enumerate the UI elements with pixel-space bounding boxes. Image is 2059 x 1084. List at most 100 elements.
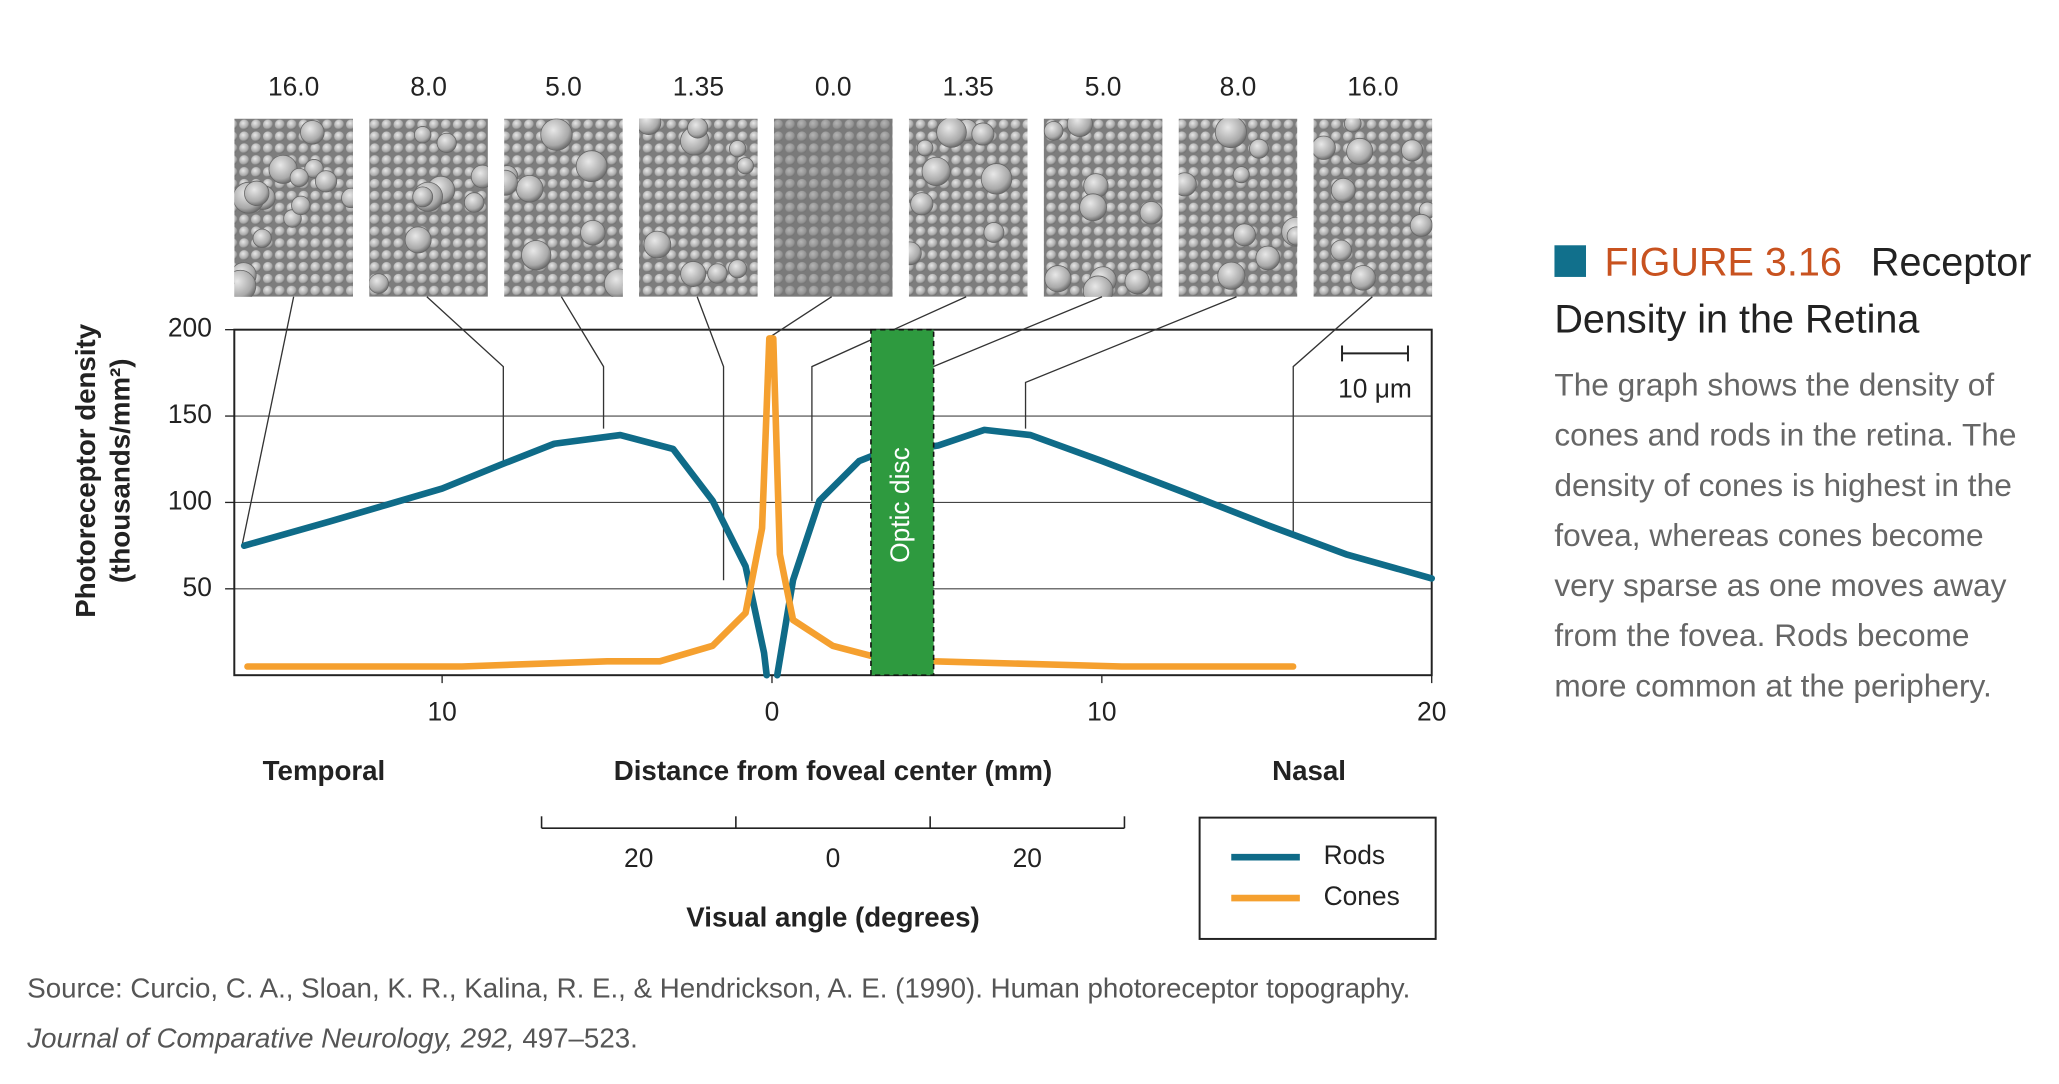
cone-cell xyxy=(1409,213,1433,237)
cone-cell xyxy=(463,192,485,213)
cone-cell xyxy=(1344,118,1362,133)
cone-cell xyxy=(1082,275,1114,297)
micrograph xyxy=(908,118,1028,297)
leader-line xyxy=(241,296,295,545)
leader-line xyxy=(1024,296,1237,429)
optic-disc xyxy=(870,328,935,676)
micrograph xyxy=(504,118,623,297)
cone-cell xyxy=(252,228,272,248)
cone-cell xyxy=(916,139,934,157)
micrograph xyxy=(369,118,488,297)
micrograph-bg xyxy=(773,118,893,297)
micrograph xyxy=(639,118,758,297)
scale-bar xyxy=(1341,345,1409,362)
source-line: Source: Curcio, C. A., Sloan, K. R., Kal… xyxy=(27,973,1410,1004)
cone-cell xyxy=(1139,201,1163,225)
x-tick-label: 10 xyxy=(1087,696,1116,726)
caption-icon xyxy=(1554,245,1587,277)
temporal-label: Temporal xyxy=(263,755,386,786)
cone-cell xyxy=(436,132,457,153)
leader-line xyxy=(811,296,967,502)
y-tick-label: 200 xyxy=(168,313,212,343)
cone-cell xyxy=(1232,166,1250,184)
cone-cell xyxy=(1066,118,1093,137)
caption-text: The graph shows the density of cones and … xyxy=(1554,361,2055,712)
caption-line: cones and rods in the retina. The xyxy=(1554,418,2017,454)
y-axis-title: Photoreceptor density xyxy=(70,323,101,617)
micrograph-label: 16.0 xyxy=(268,71,319,101)
cone-cell xyxy=(1401,139,1424,162)
micrograph xyxy=(773,118,893,297)
caption-line: very sparse as one moves away xyxy=(1554,568,2007,604)
caption-block: FIGURE 3.16 Receptor Density in the Retin… xyxy=(1554,235,2055,712)
cone-cell xyxy=(971,122,995,146)
leader-line xyxy=(426,296,504,462)
cone-cell xyxy=(936,118,967,148)
cone-cell xyxy=(504,169,518,196)
cone-cell xyxy=(1079,193,1107,222)
figure-title: Receptor Density in the Retina xyxy=(1554,241,2032,342)
cone-cell xyxy=(1217,261,1246,290)
cone-cell xyxy=(908,241,922,266)
pages: 497–523. xyxy=(522,1023,637,1054)
cone-cell xyxy=(300,120,325,145)
cone-cell xyxy=(521,240,552,271)
micrograph-label: 5.0 xyxy=(545,71,582,101)
x2-axis-title: Visual angle (degrees) xyxy=(686,901,979,932)
cone-cell xyxy=(314,170,338,193)
cone-cell xyxy=(341,187,353,209)
cone-cell xyxy=(234,269,257,297)
cone-cell xyxy=(515,175,544,203)
x-axis-title: Distance from foveal center (mm) xyxy=(614,755,1053,786)
cone-cell xyxy=(1178,172,1197,197)
legend-box xyxy=(1198,816,1437,940)
micrograph-label: 16.0 xyxy=(1347,71,1398,101)
caption-line: from the fovea. Rods become xyxy=(1554,618,1970,655)
cone-cell xyxy=(575,150,608,183)
cone-cell xyxy=(707,263,728,284)
leader-line xyxy=(560,296,605,429)
y-tick-label: 100 xyxy=(168,485,212,515)
cone-cell xyxy=(1249,138,1269,159)
cone-cell xyxy=(404,226,432,254)
cone-cell xyxy=(470,164,488,189)
micrographs: 16.0 8.0 5.0 1.35 0.0 1.35 5.0 8.0 16.0 xyxy=(234,71,1433,297)
caption-heading: FIGURE 3.16 Receptor Density in the Retin… xyxy=(1554,235,2055,348)
x-tick-label: 10 xyxy=(427,696,456,726)
cone-cell xyxy=(1124,268,1150,295)
leader-line xyxy=(932,296,1103,368)
cone-cell xyxy=(1350,265,1376,291)
cone-cell xyxy=(369,273,389,294)
caption-line: density of cones is highest in the xyxy=(1554,468,2012,504)
leader-line xyxy=(1292,296,1373,535)
cone-cell xyxy=(1214,118,1247,149)
cone-cell xyxy=(687,118,709,139)
micrograph-label: 8.0 xyxy=(1220,71,1257,101)
cone-cell xyxy=(1044,265,1072,293)
cone-cell xyxy=(412,186,434,208)
x2-tick-label: 20 xyxy=(1013,843,1042,873)
cone-cell xyxy=(921,156,951,186)
y-tick-label: 50 xyxy=(183,572,212,602)
y-axis-title: (thousands/mm²) xyxy=(105,358,136,583)
legend: Rods Cones xyxy=(1198,816,1437,940)
cone-cell xyxy=(980,163,1013,195)
caption-line: more common at the periphery. xyxy=(1554,668,1992,705)
x-tick-label: 20 xyxy=(1417,696,1446,726)
micrograph xyxy=(1178,118,1298,297)
cone-cell xyxy=(639,118,662,135)
caption: FIGURE 3.16 Receptor Density in the Retin… xyxy=(1554,235,2055,712)
caption-line: The graph shows the density of xyxy=(1554,367,1995,404)
x2-tick-label: 0 xyxy=(826,843,841,873)
cone-cell xyxy=(1330,239,1352,262)
leader-line xyxy=(770,296,833,337)
cone-cell xyxy=(983,222,1005,243)
cone-cell xyxy=(1255,245,1281,271)
cone-cell xyxy=(413,126,432,144)
leader-line xyxy=(696,296,725,581)
x2-tick-label: 20 xyxy=(624,843,653,873)
micrograph-label: 8.0 xyxy=(410,71,447,101)
cone-cell xyxy=(728,140,747,158)
cone-cell xyxy=(244,180,270,206)
